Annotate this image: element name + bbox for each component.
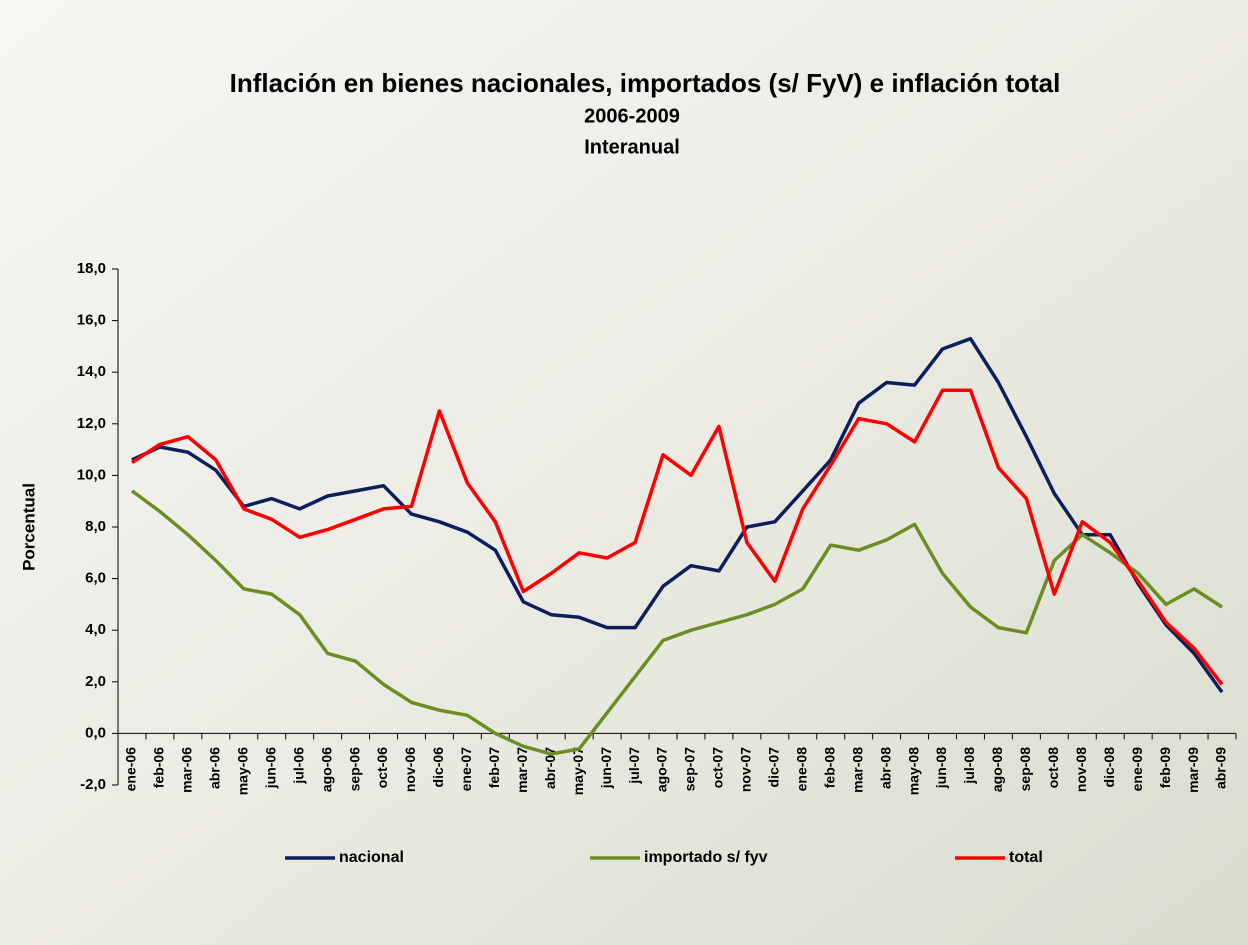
x-tick-label: may-08 <box>905 747 921 795</box>
y-tick-label: 0,0 <box>85 724 106 741</box>
y-tick-label: 12,0 <box>77 415 106 432</box>
x-tick-label: oct-06 <box>374 747 390 788</box>
chart: Inflación en bienes nacionales, importad… <box>0 0 1248 945</box>
x-tick-label: mar-08 <box>849 747 865 793</box>
x-tick-label: may-06 <box>234 747 250 795</box>
chart-subtitle: Interanual <box>584 136 680 158</box>
y-tick-label: 2,0 <box>85 673 106 690</box>
x-tick-label: jun-08 <box>933 747 949 789</box>
y-axis-label: Porcentual <box>19 483 38 571</box>
y-tick-label: 14,0 <box>77 363 106 380</box>
x-tick-label: sep-06 <box>346 747 362 792</box>
x-tick-label: mar-09 <box>1185 747 1201 793</box>
x-tick-label: dic-08 <box>1101 747 1117 788</box>
x-tick-label: ene-09 <box>1129 747 1145 792</box>
x-tick-label: abr-06 <box>207 747 223 789</box>
y-tick-label: 16,0 <box>77 312 106 329</box>
x-tick-label: ene-07 <box>458 747 474 792</box>
x-tick-label: jul-06 <box>290 747 306 785</box>
x-tick-label: feb-08 <box>821 747 837 788</box>
y-tick-label: 6,0 <box>85 570 106 587</box>
x-tick-label: feb-09 <box>1157 747 1173 788</box>
x-tick-label: ene-08 <box>793 747 809 792</box>
y-tick-label: 8,0 <box>85 518 106 535</box>
x-tick-label: nov-08 <box>1073 747 1089 792</box>
x-tick-label: ago-07 <box>654 747 670 792</box>
x-tick-label: may-07 <box>570 747 586 795</box>
legend-label: importado s/ fyv <box>644 849 768 866</box>
x-tick-label: abr-08 <box>877 747 893 789</box>
x-tick-label: feb-06 <box>151 747 167 788</box>
x-tick-label: jun-07 <box>598 747 614 789</box>
x-tick-label: ago-08 <box>989 747 1005 792</box>
x-tick-label: dic-07 <box>766 747 782 788</box>
y-tick-label: 10,0 <box>77 466 106 483</box>
x-tick-label: jul-07 <box>626 747 642 785</box>
chart-title: Inflación en bienes nacionales, importad… <box>230 68 1061 98</box>
x-tick-label: oct-08 <box>1045 747 1061 788</box>
chart-subtitle: 2006-2009 <box>584 105 680 127</box>
x-tick-label: dic-06 <box>430 747 446 788</box>
x-tick-label: oct-07 <box>710 747 726 788</box>
legend-label: total <box>1009 849 1043 866</box>
x-tick-label: mar-07 <box>514 747 530 793</box>
x-tick-label: mar-06 <box>179 747 195 793</box>
x-tick-label: sep-07 <box>682 747 698 792</box>
x-tick-label: sep-08 <box>1017 747 1033 792</box>
x-tick-label: feb-07 <box>486 747 502 788</box>
x-tick-label: nov-06 <box>402 747 418 792</box>
y-tick-label: 4,0 <box>85 621 106 638</box>
x-tick-label: abr-09 <box>1213 747 1229 789</box>
x-tick-label: ago-06 <box>318 747 334 792</box>
y-tick-label: 18,0 <box>77 260 106 277</box>
x-tick-label: ene-06 <box>123 747 139 792</box>
legend-label: nacional <box>339 849 404 866</box>
y-tick-label: -2,0 <box>80 776 106 793</box>
x-tick-label: jun-06 <box>262 747 278 789</box>
x-tick-label: nov-07 <box>738 747 754 792</box>
x-tick-label: jul-08 <box>961 747 977 785</box>
